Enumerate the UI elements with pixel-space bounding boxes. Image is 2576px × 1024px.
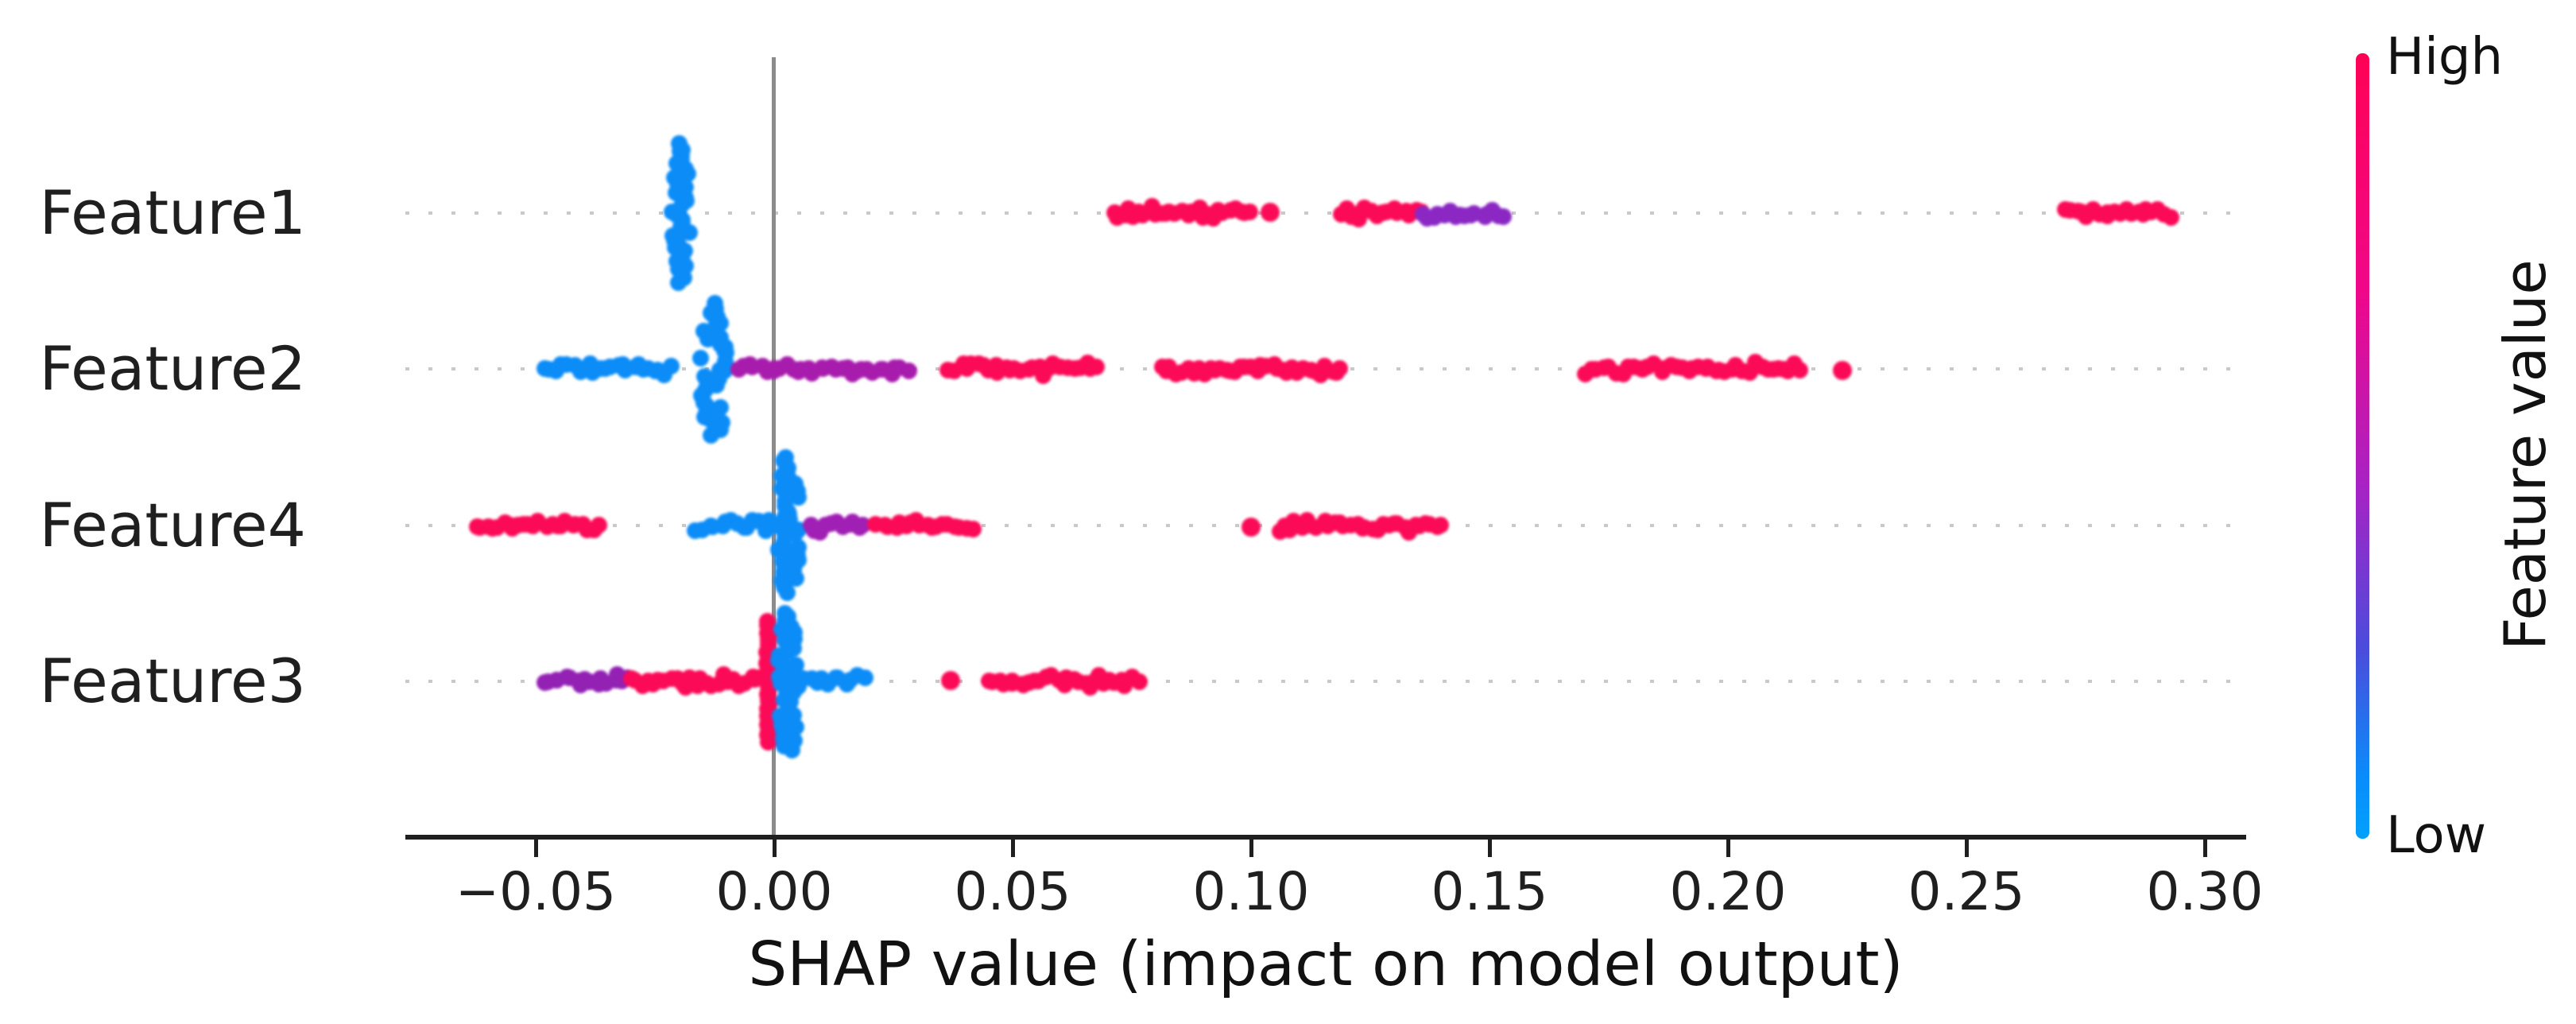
x-tick-mark — [2203, 840, 2207, 857]
x-tick-mark — [1965, 840, 1969, 857]
shap-point — [712, 399, 730, 416]
x-tick-mark — [1249, 840, 1253, 857]
shap-point — [857, 669, 874, 686]
shap-point — [1331, 360, 1348, 378]
shap-point — [778, 584, 796, 601]
shap-point — [1130, 673, 1148, 690]
shap-point — [784, 742, 801, 759]
feature-label-feature4: Feature4 — [39, 490, 306, 560]
feature-label-feature3: Feature3 — [39, 646, 306, 716]
x-tick-label: 0.00 — [715, 861, 833, 922]
shap-point — [1833, 360, 1852, 380]
shap-point — [2163, 209, 2180, 227]
shap-point — [692, 350, 710, 367]
colorbar-title: Feature value — [2492, 259, 2559, 651]
x-tick-label: 0.25 — [1908, 861, 2025, 922]
x-tick-label: 0.05 — [954, 861, 1071, 922]
x-tick-mark — [773, 840, 777, 857]
shap-point — [702, 427, 719, 444]
feature-row-gridline — [405, 680, 2246, 683]
shap-point — [854, 516, 871, 533]
shap-point — [1792, 361, 1808, 378]
shap-point — [789, 489, 807, 506]
colorbar-gradient — [2356, 53, 2369, 839]
shap-point — [590, 517, 607, 534]
x-tick-mark — [1726, 840, 1730, 857]
x-tick-label: −0.05 — [455, 861, 617, 922]
x-tick-label: 0.15 — [1431, 861, 1548, 922]
feature-label-feature1: Feature1 — [39, 177, 306, 248]
feature-label-feature2: Feature2 — [39, 333, 306, 404]
shap-point — [1087, 359, 1105, 376]
x-axis-line — [405, 835, 2246, 840]
shap-point — [1494, 208, 1512, 225]
shap-point — [1432, 517, 1450, 534]
shap-point — [1242, 517, 1261, 537]
x-tick-label: 0.30 — [2146, 861, 2264, 922]
x-tick-mark — [1488, 840, 1492, 857]
x-tick-mark — [1011, 840, 1015, 857]
zero-reference-line — [772, 57, 776, 837]
shap-point — [670, 274, 688, 292]
x-tick-label: 0.10 — [1192, 861, 1310, 922]
x-axis-title: SHAP value (impact on model output) — [748, 929, 1904, 1000]
feature-row-gridline — [405, 211, 2246, 215]
shap-point — [1241, 204, 1258, 221]
shap-point — [1261, 203, 1280, 223]
shap-point — [788, 570, 805, 588]
shap-point — [662, 358, 680, 375]
shap-point — [699, 331, 717, 348]
x-tick-mark — [534, 840, 538, 857]
shap-point — [964, 520, 982, 537]
shap-point — [900, 363, 917, 380]
shap-point — [759, 734, 777, 751]
colorbar-high-label: High — [2386, 28, 2504, 87]
colorbar-low-label: Low — [2386, 806, 2487, 865]
shap-point — [941, 671, 960, 691]
x-tick-label: 0.20 — [1669, 861, 1787, 922]
